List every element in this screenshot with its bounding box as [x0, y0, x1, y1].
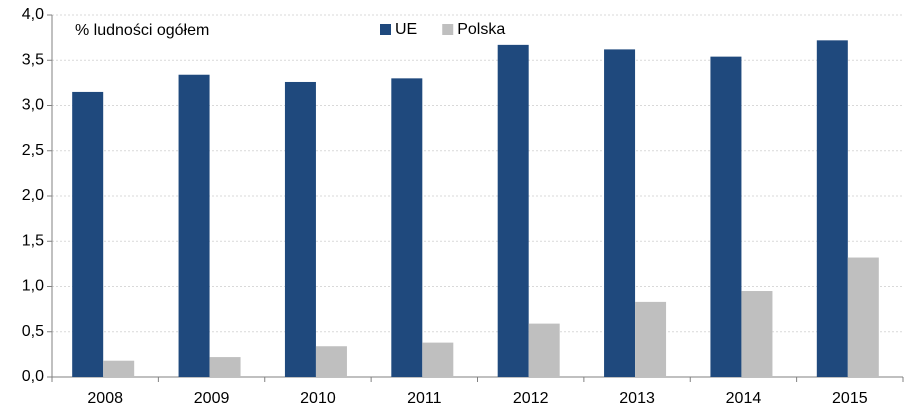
y-tick-label: 3,0	[22, 97, 44, 114]
x-tick-label: 2011	[407, 390, 442, 407]
x-tick-label: 2013	[619, 390, 655, 407]
bar	[710, 56, 742, 377]
bar	[635, 301, 667, 377]
x-tick-label: 2012	[513, 390, 549, 407]
y-tick-label: 2,0	[22, 187, 44, 204]
bar	[497, 44, 529, 378]
y-tick-label: 1,0	[22, 278, 44, 295]
bar	[422, 342, 454, 377]
legend-swatch	[380, 24, 391, 35]
bar	[391, 78, 423, 377]
bar	[741, 291, 773, 377]
bar	[209, 357, 241, 377]
y-tick-label: 4,0	[22, 6, 44, 23]
legend-swatch	[442, 24, 454, 35]
annotation: % ludności ogółem	[75, 22, 209, 39]
bar	[604, 49, 636, 377]
bar	[847, 257, 879, 377]
bar	[284, 81, 316, 377]
bar	[178, 74, 210, 377]
y-tick-label: 3,5	[22, 51, 44, 68]
bar	[315, 346, 347, 377]
x-tick-label: 2010	[300, 390, 336, 407]
legend-label: Polska	[457, 21, 505, 38]
y-tick-label: 0,0	[22, 368, 44, 385]
bar	[816, 40, 848, 378]
y-tick-label: 1,5	[22, 232, 44, 249]
x-tick-label: 2009	[194, 390, 230, 407]
x-tick-label: 2008	[87, 390, 123, 407]
legend-label: UE	[395, 21, 417, 38]
bar	[103, 360, 135, 377]
y-tick-label: 2,5	[22, 142, 44, 159]
bar	[528, 323, 560, 377]
x-tick-label: 2015	[832, 390, 868, 407]
bar	[72, 91, 104, 378]
y-tick-label: 0,5	[22, 323, 44, 340]
x-tick-label: 2014	[726, 390, 762, 407]
